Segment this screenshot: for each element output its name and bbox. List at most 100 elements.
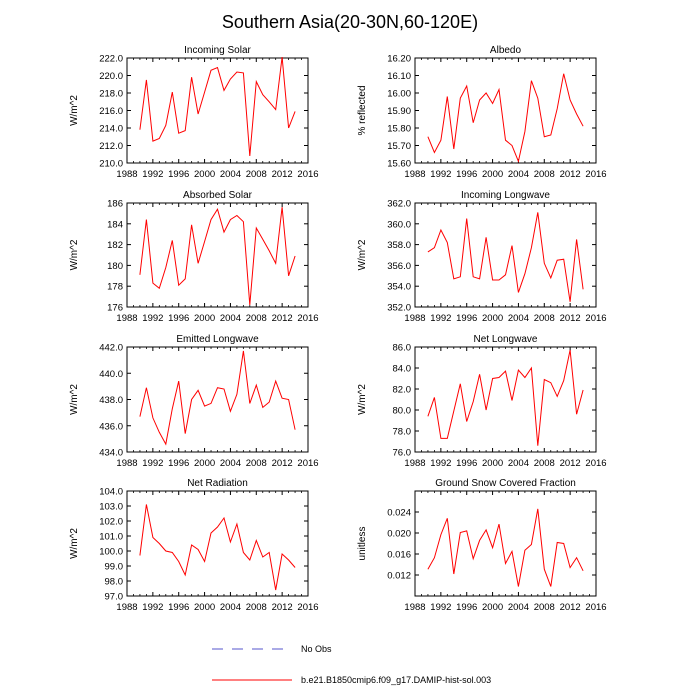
y-tick-label: 102.0 <box>99 517 123 528</box>
x-tick-label: 2012 <box>560 169 581 180</box>
y-tick-label: 212.0 <box>99 141 123 152</box>
x-tick-label: 1996 <box>456 313 477 324</box>
series-line <box>139 207 296 305</box>
y-tick-label: 15.60 <box>387 159 411 170</box>
legend: No Obs b.e21.B1850cmip6.f09_g17.DAMIP-hi… <box>212 644 491 685</box>
x-tick-label: 2016 <box>297 169 318 180</box>
y-tick-label: 440.0 <box>99 369 123 380</box>
y-tick-label: 362.0 <box>387 199 411 210</box>
x-tick-label: 2008 <box>534 313 555 324</box>
y-tick-label: 210.0 <box>99 159 123 170</box>
x-tick-label: 1988 <box>404 458 425 469</box>
x-tick-label: 2012 <box>560 602 581 613</box>
y-tick-label: 16.20 <box>387 54 411 65</box>
y-tick-label: 352.0 <box>387 303 411 314</box>
x-tick-label: 1992 <box>430 169 451 180</box>
x-tick-label: 2016 <box>585 169 606 180</box>
y-tick-label: 218.0 <box>99 89 123 100</box>
x-tick-label: 2000 <box>194 169 215 180</box>
x-tick-label: 2008 <box>246 313 267 324</box>
x-tick-label: 2012 <box>272 458 293 469</box>
x-tick-label: 2016 <box>297 602 318 613</box>
x-tick-label: 1992 <box>142 602 163 613</box>
x-tick-label: 2004 <box>220 169 241 180</box>
y-tick-label: 438.0 <box>99 395 123 406</box>
x-tick-label: 2008 <box>534 602 555 613</box>
y-tick-label: 80.0 <box>393 406 412 417</box>
plot-frame <box>414 346 597 453</box>
legend-no-obs-label: No Obs <box>301 644 332 654</box>
y-tick-label: 16.00 <box>387 89 411 100</box>
x-tick-label: 1992 <box>430 313 451 324</box>
x-tick-label: 2000 <box>194 602 215 613</box>
x-tick-label: 2004 <box>220 313 241 324</box>
x-tick-label: 1988 <box>116 169 137 180</box>
x-tick-label: 2000 <box>482 602 503 613</box>
series-line <box>427 508 584 587</box>
x-tick-label: 2004 <box>508 169 529 180</box>
x-tick-label: 2004 <box>220 458 241 469</box>
x-tick-label: 2004 <box>508 313 529 324</box>
y-tick-label: 358.0 <box>387 240 411 251</box>
chart-panel-3: Incoming Longwave 1988 1992 1996 2000 2004 200… <box>357 190 607 324</box>
x-tick-label: 2012 <box>272 169 293 180</box>
x-tick-label: 1988 <box>404 169 425 180</box>
y-axis-label: W/m^2 <box>69 95 80 126</box>
x-tick-label: 1992 <box>142 313 163 324</box>
y-tick-label: 76.0 <box>393 448 412 459</box>
x-tick-label: 1996 <box>168 169 189 180</box>
series-line <box>427 73 584 163</box>
x-tick-label: 2000 <box>194 313 215 324</box>
y-tick-label: 101.0 <box>99 532 123 543</box>
y-tick-label: 99.0 <box>105 562 124 573</box>
panel-title: Incoming Longwave <box>461 190 550 201</box>
series-line <box>139 57 296 157</box>
y-tick-label: 0.024 <box>387 508 411 519</box>
x-tick-label: 2008 <box>534 458 555 469</box>
y-axis-label: W/m^2 <box>357 239 368 270</box>
y-tick-label: 98.0 <box>105 577 124 588</box>
y-tick-label: 184 <box>107 219 123 230</box>
panel-title: Net Radiation <box>187 478 248 489</box>
x-tick-label: 2004 <box>508 458 529 469</box>
y-tick-label: 176 <box>107 303 123 314</box>
x-tick-label: 2000 <box>482 169 503 180</box>
y-tick-label: 82.0 <box>393 385 412 396</box>
y-tick-label: 220.0 <box>99 71 123 82</box>
panel-title: Emitted Longwave <box>176 334 259 345</box>
y-axis-label: W/m^2 <box>69 239 80 270</box>
x-tick-label: 1988 <box>116 458 137 469</box>
y-tick-label: 15.90 <box>387 106 411 117</box>
y-tick-label: 97.0 <box>105 592 124 603</box>
x-tick-label: 2016 <box>585 458 606 469</box>
chart-panel-1: Albedo 1988 1992 1996 2000 2004 2008 2012 2016 15… <box>357 45 607 180</box>
x-tick-label: 2008 <box>246 169 267 180</box>
y-tick-label: 442.0 <box>99 343 123 354</box>
x-tick-label: 1992 <box>430 602 451 613</box>
x-tick-label: 2004 <box>220 602 241 613</box>
x-tick-label: 2016 <box>585 313 606 324</box>
series-line <box>139 504 296 591</box>
series-line <box>427 349 584 446</box>
x-tick-label: 2004 <box>508 602 529 613</box>
x-tick-label: 1992 <box>142 169 163 180</box>
x-tick-label: 2016 <box>297 458 318 469</box>
y-tick-label: 0.020 <box>387 529 411 540</box>
y-tick-label: 216.0 <box>99 106 123 117</box>
y-tick-label: 354.0 <box>387 282 411 293</box>
x-tick-label: 1988 <box>116 313 137 324</box>
chart-panel-7: Ground Snow Covered Fraction 1988 1992 1996… <box>357 478 607 613</box>
y-tick-label: 356.0 <box>387 261 411 272</box>
x-tick-label: 1992 <box>430 458 451 469</box>
panel-title: Incoming Solar <box>184 45 251 56</box>
chart-panel-0: Incoming Solar 1988 1992 1996 2000 2004 2008 20… <box>69 45 319 180</box>
y-tick-label: 182 <box>107 240 123 251</box>
x-tick-label: 1988 <box>116 602 137 613</box>
y-tick-label: 0.016 <box>387 550 411 561</box>
x-tick-label: 1988 <box>404 602 425 613</box>
y-axis-label: unitless <box>357 527 368 561</box>
chart-panel-2: Absorbed Solar 1988 1992 1996 2000 2004 2008 20… <box>69 190 319 324</box>
panel-title: Ground Snow Covered Fraction <box>435 478 576 489</box>
y-tick-label: 180 <box>107 261 123 272</box>
x-tick-label: 2016 <box>585 602 606 613</box>
